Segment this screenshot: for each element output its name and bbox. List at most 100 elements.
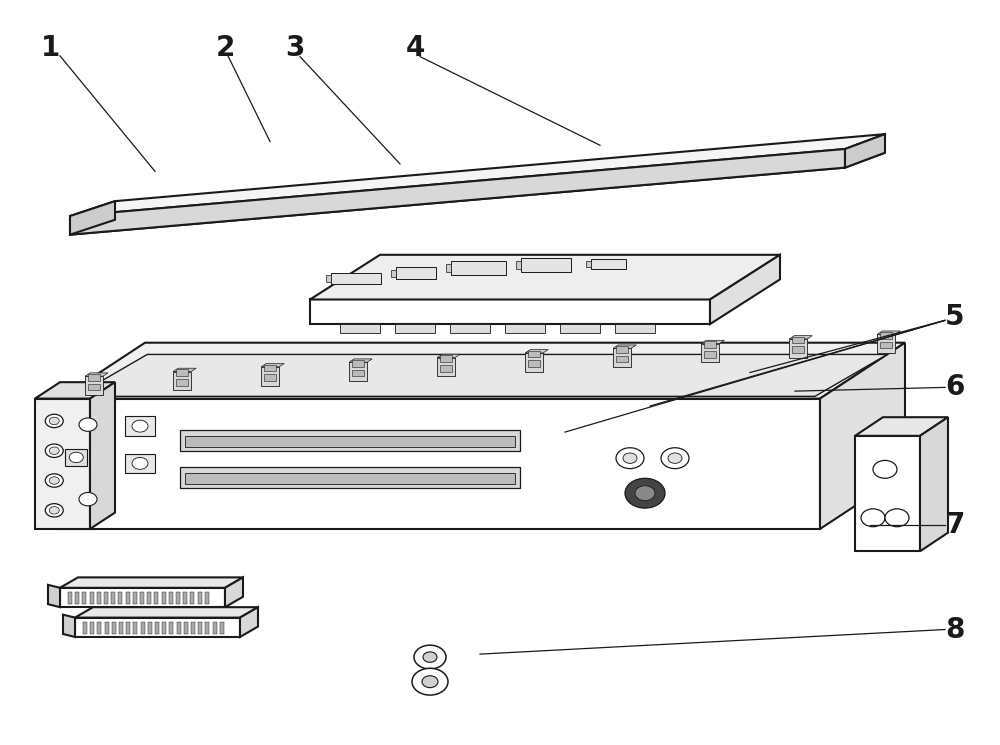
Polygon shape — [396, 267, 436, 279]
Circle shape — [885, 509, 909, 527]
Polygon shape — [180, 430, 520, 451]
Polygon shape — [198, 592, 202, 604]
Circle shape — [49, 477, 59, 484]
Polygon shape — [85, 373, 108, 376]
Polygon shape — [105, 622, 109, 634]
Polygon shape — [855, 436, 920, 551]
Polygon shape — [70, 153, 885, 235]
Polygon shape — [789, 335, 812, 339]
Circle shape — [661, 448, 689, 469]
Polygon shape — [391, 270, 396, 277]
Text: 2: 2 — [215, 34, 235, 63]
Polygon shape — [154, 592, 158, 604]
Polygon shape — [176, 370, 188, 376]
Polygon shape — [125, 416, 155, 436]
Circle shape — [45, 474, 63, 487]
Polygon shape — [213, 622, 217, 634]
Polygon shape — [590, 393, 652, 411]
Polygon shape — [111, 592, 115, 604]
Polygon shape — [505, 324, 545, 333]
Polygon shape — [525, 353, 543, 372]
Circle shape — [423, 652, 437, 662]
Polygon shape — [112, 622, 116, 634]
Polygon shape — [616, 346, 628, 353]
Polygon shape — [877, 335, 895, 353]
Text: 4: 4 — [405, 34, 425, 63]
Polygon shape — [590, 405, 594, 419]
Polygon shape — [60, 577, 243, 588]
Polygon shape — [90, 382, 115, 529]
Polygon shape — [451, 261, 506, 275]
Polygon shape — [177, 622, 181, 634]
Polygon shape — [880, 342, 892, 349]
Circle shape — [45, 504, 63, 517]
Circle shape — [623, 453, 637, 463]
Circle shape — [49, 447, 59, 454]
Polygon shape — [141, 622, 145, 634]
Polygon shape — [264, 365, 276, 372]
Polygon shape — [310, 255, 780, 299]
Polygon shape — [690, 373, 770, 401]
Polygon shape — [792, 337, 804, 343]
Polygon shape — [180, 467, 520, 488]
Polygon shape — [710, 255, 780, 324]
Circle shape — [49, 417, 59, 425]
Polygon shape — [690, 382, 695, 401]
Polygon shape — [528, 361, 540, 367]
Polygon shape — [191, 622, 195, 634]
Polygon shape — [133, 592, 137, 604]
Polygon shape — [162, 592, 166, 604]
Polygon shape — [613, 345, 636, 349]
Polygon shape — [126, 622, 130, 634]
Polygon shape — [701, 343, 719, 362]
Polygon shape — [340, 324, 380, 333]
Circle shape — [414, 645, 446, 669]
Polygon shape — [516, 261, 521, 269]
Circle shape — [132, 457, 148, 469]
Polygon shape — [440, 355, 452, 362]
Polygon shape — [176, 592, 180, 604]
Polygon shape — [789, 339, 807, 358]
Polygon shape — [133, 622, 137, 634]
Polygon shape — [560, 324, 600, 333]
Polygon shape — [877, 331, 900, 335]
Polygon shape — [173, 368, 196, 372]
Text: 3: 3 — [285, 34, 305, 63]
Polygon shape — [512, 420, 548, 434]
Polygon shape — [119, 622, 123, 634]
Polygon shape — [591, 259, 626, 269]
Polygon shape — [450, 324, 490, 333]
Polygon shape — [82, 592, 86, 604]
Polygon shape — [512, 416, 551, 428]
Polygon shape — [88, 374, 100, 381]
Polygon shape — [90, 592, 94, 604]
Polygon shape — [586, 261, 591, 267]
Polygon shape — [125, 454, 155, 473]
Polygon shape — [590, 399, 648, 419]
Polygon shape — [310, 299, 710, 324]
Circle shape — [45, 444, 63, 457]
Polygon shape — [648, 393, 652, 406]
Polygon shape — [525, 349, 548, 353]
Polygon shape — [147, 592, 151, 604]
Polygon shape — [173, 372, 191, 390]
Polygon shape — [349, 362, 367, 381]
Polygon shape — [169, 622, 173, 634]
Polygon shape — [613, 349, 631, 367]
Polygon shape — [183, 592, 187, 604]
Polygon shape — [704, 341, 716, 348]
Polygon shape — [690, 365, 775, 390]
Polygon shape — [770, 365, 775, 384]
Polygon shape — [83, 622, 87, 634]
Polygon shape — [349, 359, 372, 362]
Polygon shape — [521, 259, 571, 272]
Polygon shape — [60, 588, 225, 607]
Polygon shape — [126, 592, 130, 604]
Text: 7: 7 — [945, 511, 965, 539]
Polygon shape — [225, 577, 243, 607]
Polygon shape — [60, 399, 820, 529]
Circle shape — [132, 420, 148, 432]
Polygon shape — [220, 622, 224, 634]
Text: 8: 8 — [945, 615, 965, 644]
Polygon shape — [88, 384, 100, 390]
